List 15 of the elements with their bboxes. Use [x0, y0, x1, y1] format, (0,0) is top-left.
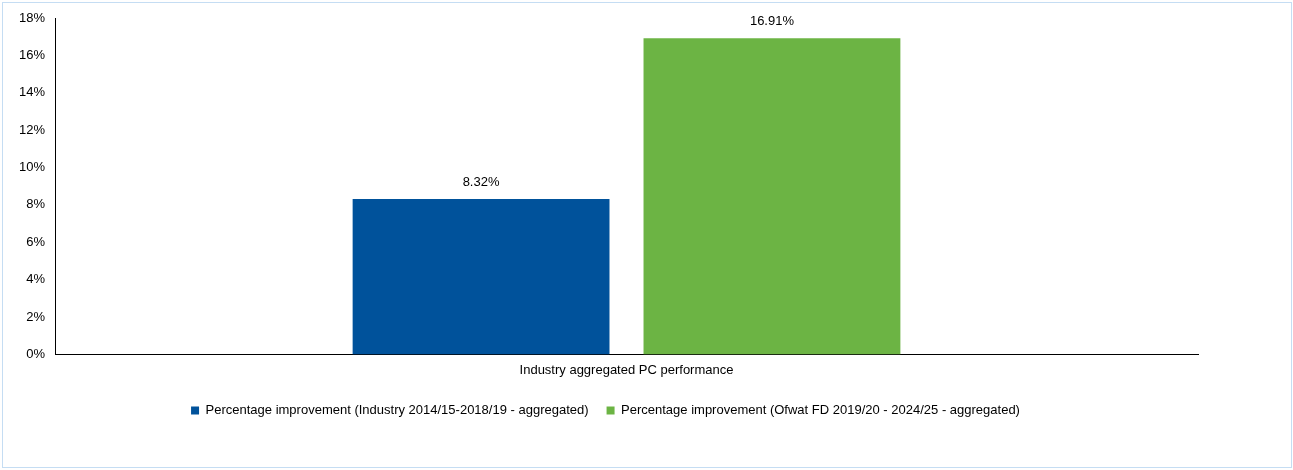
y-tick-label: 0%: [26, 345, 46, 361]
legend-label: Percentage improvement (Ofwat FD 2019/20 - 2024/25 - aggregated): [621, 402, 1020, 418]
y-tick-label: 16%: [18, 46, 46, 62]
y-tick-label: 10%: [18, 159, 46, 175]
y-tick-label: 12%: [18, 121, 46, 137]
data-label: 16.91%: [749, 13, 795, 29]
y-tick-label: 2%: [26, 308, 46, 324]
y-tick-label: 14%: [18, 84, 46, 100]
y-tick-label: 6%: [26, 233, 46, 249]
y-tick-label: 18%: [18, 9, 46, 25]
y-tick-label: 8%: [26, 196, 46, 212]
x-tick-label: Industry aggregated PC performance: [519, 361, 734, 377]
legend-label: Percentage improvement (Industry 2014/15-2018/19 - aggregated): [205, 402, 589, 418]
data-label: 8.32%: [462, 173, 500, 189]
y-tick-label: 4%: [26, 271, 46, 287]
